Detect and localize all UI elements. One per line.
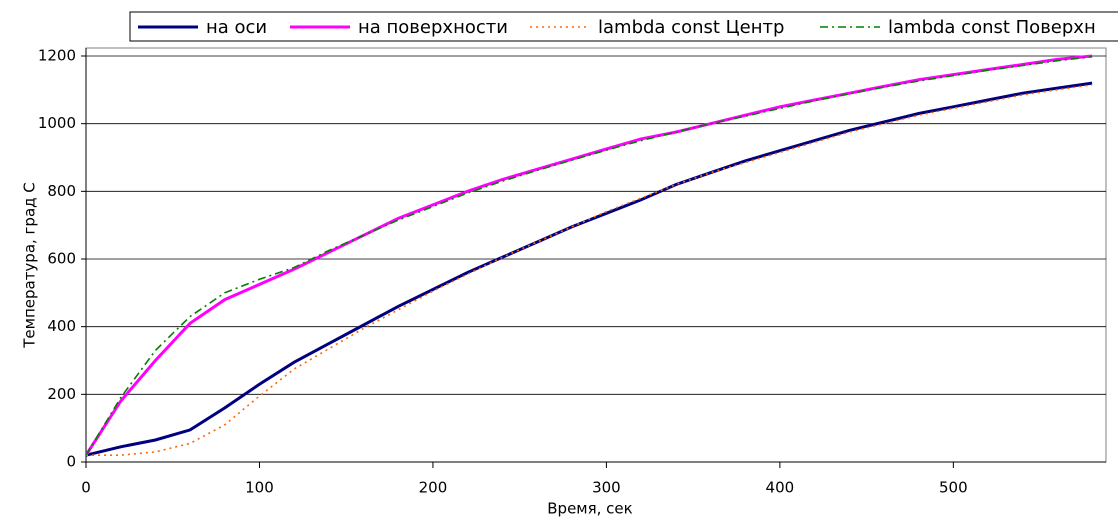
x-axis-label: Время, сек — [547, 500, 632, 518]
chart: Время, сек Температура, град С на оси на … — [0, 0, 1118, 524]
y-tick-label: 200 — [47, 385, 76, 403]
legend-label: lambda const Поверхн — [888, 17, 1096, 38]
y-tick-label: 800 — [47, 182, 76, 200]
y-tick-label: 600 — [47, 250, 76, 268]
x-tick-label: 500 — [939, 479, 968, 497]
y-axis-label: Температура, град С — [21, 182, 39, 349]
y-tick-label: 0 — [66, 453, 76, 471]
legend-label: lambda const Центр — [598, 17, 784, 38]
x-tick-label: 300 — [592, 479, 621, 497]
x-tick-label: 0 — [81, 479, 91, 497]
page: {"chart_data": {"type": "line", "xlabel"… — [0, 0, 1118, 524]
legend-label: на оси — [206, 17, 267, 38]
x-tick-label: 100 — [245, 479, 274, 497]
y-tick-label: 1200 — [38, 47, 76, 65]
y-tick-label: 1000 — [38, 114, 76, 132]
y-tick-label: 400 — [47, 317, 76, 335]
legend-label: на поверхности — [358, 17, 508, 38]
x-tick-label: 200 — [419, 479, 448, 497]
x-tick-label: 400 — [766, 479, 795, 497]
